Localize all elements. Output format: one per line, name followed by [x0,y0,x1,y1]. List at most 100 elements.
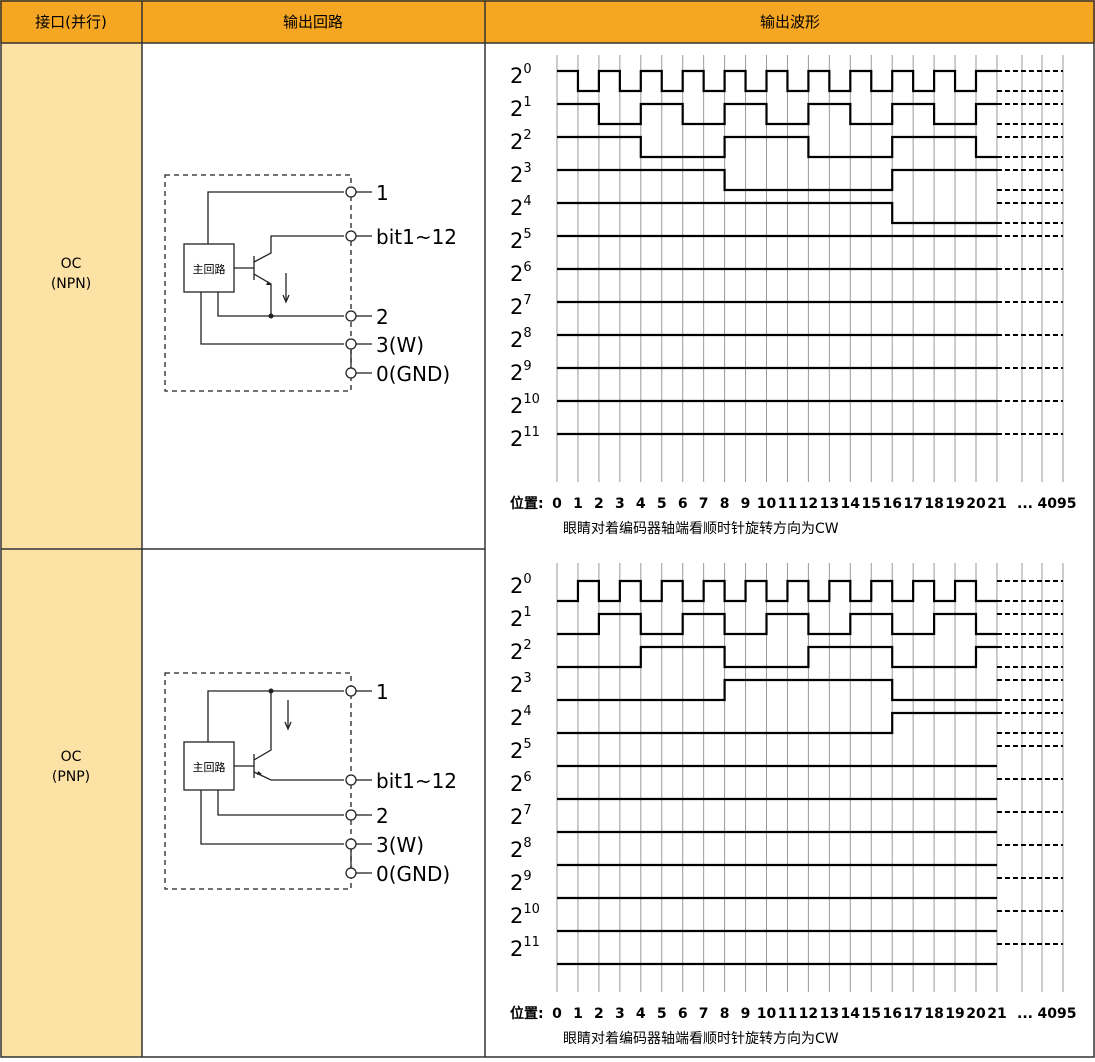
position-tick-label: 6 [678,496,688,512]
pnp-main-block [183,741,235,791]
bit-label: 22 [510,128,532,154]
bit-wave [557,102,997,126]
position-tick-label: 10 [757,496,777,512]
bit-label: 25 [510,737,532,763]
position-tick-label: 4095 [1038,1006,1077,1022]
position-tick-label: 4095 [1038,496,1077,512]
pnp-terminal-3 [345,838,357,850]
npn-terminal-0 [345,367,357,379]
interface-npn-polarity: (NPN) [51,276,91,292]
header-waveform: 输出波形 [760,13,820,31]
npn-terminal-1-label: 1 [376,181,389,205]
position-tick-label: 17 [903,496,922,512]
npn-emitter-arrow [266,281,271,285]
position-tick-label: 14 [841,496,861,512]
bit-wave [557,579,997,603]
header-band [0,0,1095,43]
position-tick-label: 9 [741,1006,751,1022]
bit-label: 210 [510,902,540,928]
pnp-terminal-2-label: 2 [376,804,389,828]
position-tick-label: 18 [924,1006,943,1022]
pnp-terminal-0-label: 0(GND) [376,862,450,886]
position-tick-label: ... [1017,1006,1033,1022]
position-tick-label: 19 [945,1006,964,1022]
pnp-terminal-1 [345,685,357,697]
bit-label: 24 [510,194,532,220]
npn-main-block-label: 主回路 [193,263,226,276]
rotation-caption: 眼睛对着编码器轴端看顺时针旋转方向为CW [563,521,839,537]
bit-label: 28 [510,836,532,862]
position-tick-label: 20 [966,496,986,512]
interface-npn-type: OC [61,256,82,272]
npn-circuit [164,174,352,392]
bit-label: 28 [510,326,532,352]
position-tick-label: 14 [841,1006,861,1022]
position-tick-label: 13 [820,496,839,512]
position-tick-label: 17 [903,1006,922,1022]
position-tick-label: 5 [657,496,667,512]
position-tick-label: 9 [741,496,751,512]
position-tick-label: 21 [987,1006,1006,1022]
npn-terminal-1 [345,186,357,198]
position-tick-label: 11 [778,496,797,512]
pnp-terminal-bit-label: bit1~12 [376,769,457,793]
pnp-terminal-0 [345,867,357,879]
position-tick-label: 3 [615,1006,625,1022]
position-tick-label: 0 [552,1006,562,1022]
bit-label: 21 [510,605,532,631]
position-tick-label: 18 [924,496,943,512]
npn-enclosure [164,174,352,392]
position-tick-label: 5 [657,1006,667,1022]
bit-label: 26 [510,260,532,286]
bit-label: 27 [510,293,532,319]
bit-label: 20 [510,572,532,598]
position-label: 位置: [510,495,544,512]
pnp-enclosure [164,672,352,890]
npn-terminal-0-label: 0(GND) [376,362,450,386]
position-tick-label: 1 [573,1006,583,1022]
position-tick-label: 13 [820,1006,839,1022]
interface-column-bg [1,43,142,1057]
npn-terminals: 1 bit1~12 2 3(W) 0(GND) [345,181,457,386]
rotation-caption: 眼睛对着编码器轴端看顺时针旋转方向为CW [563,1031,839,1047]
position-tick-label: 7 [699,496,709,512]
position-tick-label: 6 [678,1006,688,1022]
npn-main-block [183,243,235,293]
position-tick-label: ... [1017,496,1033,512]
bit-wave [557,168,997,192]
position-label: 位置: [510,1005,544,1022]
position-tick-label: 16 [882,1006,901,1022]
position-tick-label: 2 [594,496,604,512]
pnp-terminal-2 [345,809,357,821]
npn-terminal-3 [345,338,357,350]
pnp-circuit [164,672,352,890]
npn-terminal-bit [345,230,357,242]
interface-pnp-polarity: (PNP) [52,769,90,785]
pnp-terminals: 1 bit1~12 2 3(W) 0(GND) [345,680,457,886]
bit-wave [557,201,997,225]
position-tick-label: 8 [720,1006,730,1022]
bit-wave [557,135,997,159]
pnp-emitter-arrow [257,771,262,775]
bit-label: 26 [510,770,532,796]
position-tick-label: 3 [615,496,625,512]
position-tick-label: 11 [778,1006,797,1022]
bit-label: 210 [510,392,540,418]
pnp-terminal-1-label: 1 [376,680,389,704]
bit-label: 23 [510,161,532,187]
npn-terminal-2-label: 2 [376,305,389,329]
bit-wave [557,645,997,669]
bit-label: 21 [510,95,532,121]
position-tick-label: 4 [636,1006,646,1022]
position-tick-label: 10 [757,1006,777,1022]
header-circuit: 输出回路 [283,13,343,31]
bit-label: 29 [510,359,532,385]
npn-terminal-2 [345,310,357,322]
pnp-junction-dot [268,688,274,694]
position-tick-label: 2 [594,1006,604,1022]
